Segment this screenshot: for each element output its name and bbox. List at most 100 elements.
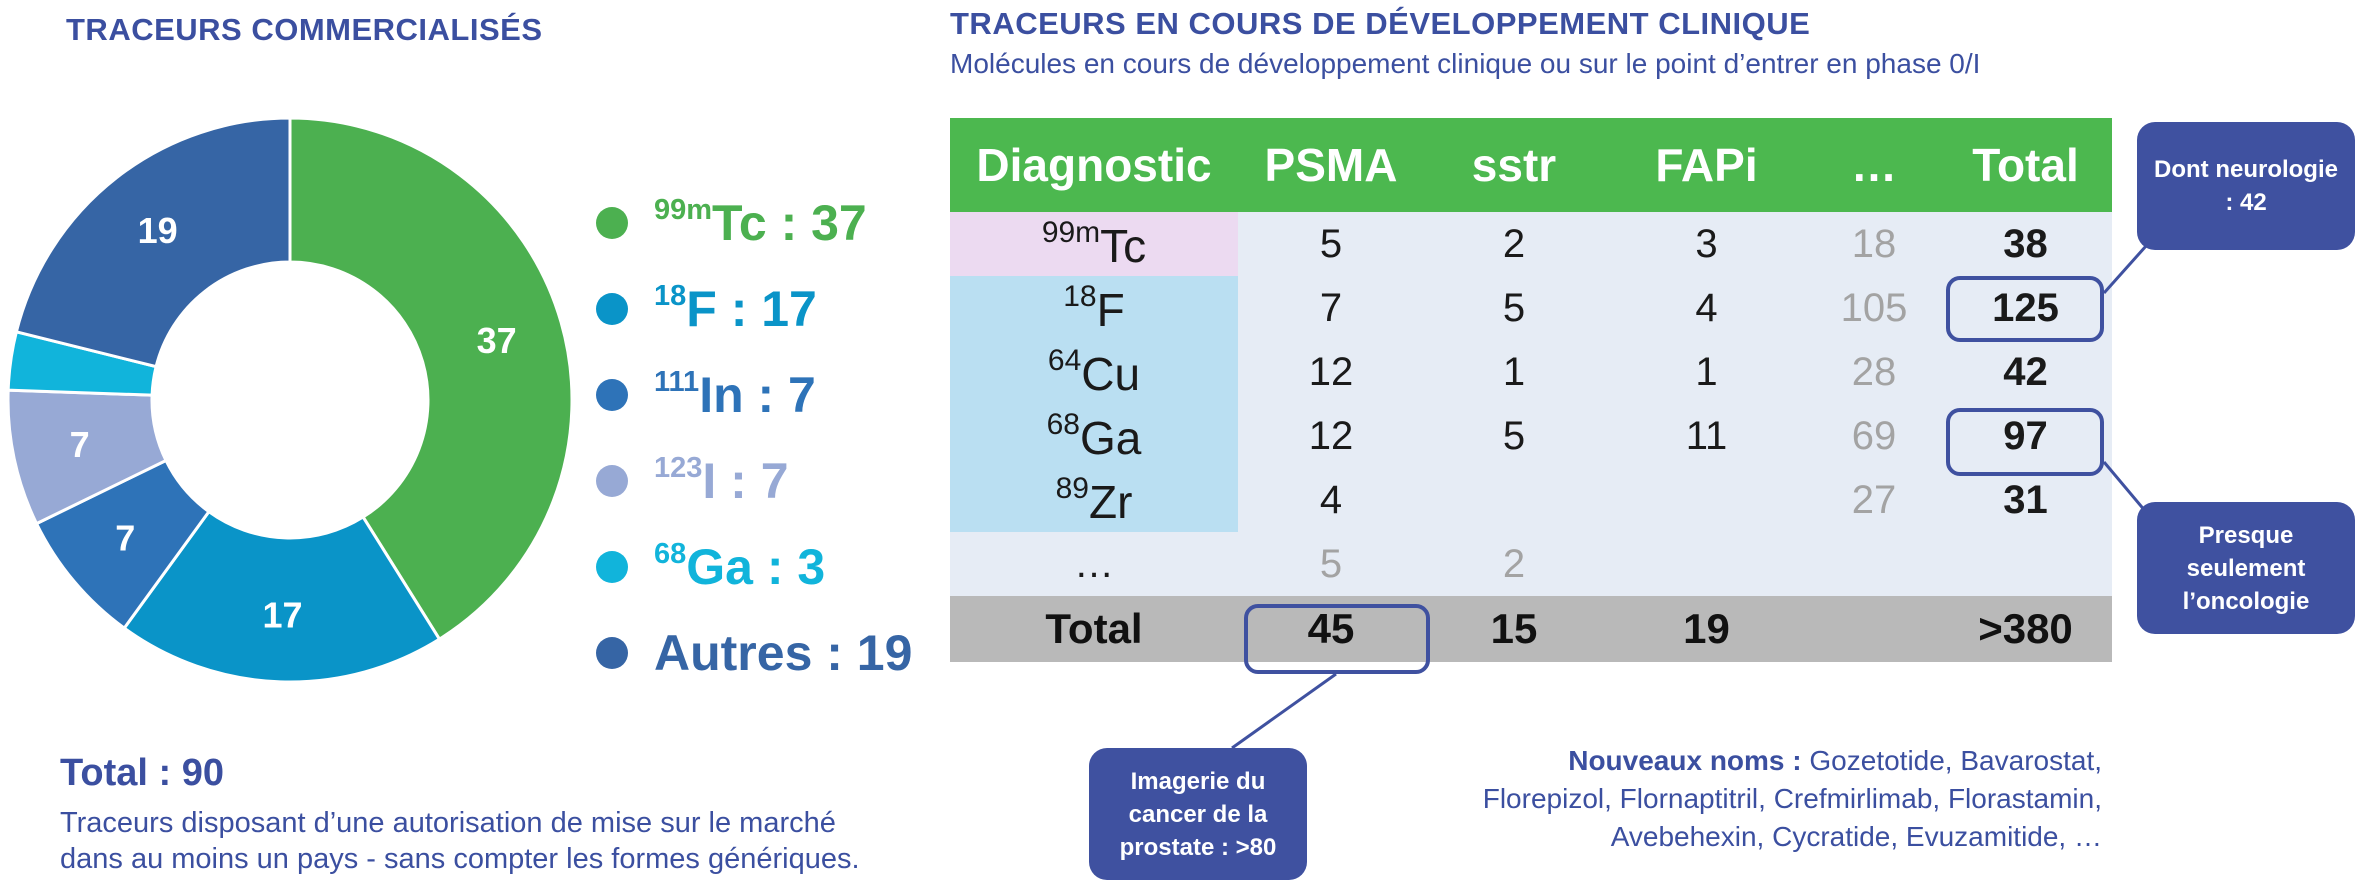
isotope-symbol: Zr (1088, 475, 1133, 528)
legend-label-text: Ga : 3 (686, 539, 826, 595)
isotope-mass: 18 (1063, 279, 1097, 313)
commercialised-description: Traceurs disposant d’une autorisation de… (60, 807, 860, 875)
isotope-mass: 99m (1041, 215, 1101, 249)
donut-chart: 37 17 7 7 19 (6, 116, 574, 684)
table-header-row: Diagnostic PSMA sstr FAPi … Total (950, 118, 2112, 212)
donut-data-label: 7 (115, 518, 135, 559)
legend-item: Autres : 19 (596, 618, 912, 688)
other-cell: 69 (1809, 404, 1939, 468)
connector-neurologie (2102, 245, 2148, 294)
isotope-cell: 64Cu (950, 340, 1238, 404)
connector-prostate (1231, 672, 1337, 750)
donut-data-label: 17 (262, 594, 302, 635)
psma-cell: 4 (1238, 468, 1424, 532)
legend-item: 123I : 7 (596, 446, 789, 516)
psma-cell: 5 (1238, 532, 1424, 596)
fapi-cell: 1 (1604, 340, 1809, 404)
legend-label: Autres : 19 (654, 624, 912, 682)
header-diagnostic: Diagnostic (950, 118, 1238, 212)
total-cell: 42 (1939, 340, 2112, 404)
other-cell: 18 (1809, 212, 1939, 276)
header-fapi: FAPi (1604, 118, 1809, 212)
table-row: 99mTc 5 2 3 18 38 (950, 212, 2112, 276)
legend-item: 99mTc : 37 (596, 188, 867, 258)
legend-label-text: Autres : 19 (654, 625, 913, 681)
sstr-cell: 5 (1424, 276, 1604, 340)
fapi-cell (1604, 532, 1809, 596)
isotope-symbol: Ga (1080, 411, 1142, 464)
isotope-mass: 89 (1055, 471, 1089, 505)
header-psma: PSMA (1238, 118, 1424, 212)
legend-dot (596, 379, 628, 411)
legend-label-text: Tc : 37 (712, 195, 867, 251)
legend-label-sup: 123 (654, 452, 703, 484)
legend-dot (596, 293, 628, 325)
donut-slice-tc (288, 116, 574, 642)
fapi-cell: 4 (1604, 276, 1809, 340)
total-cell: 97 (1939, 404, 2112, 468)
legend-label-text: I : 7 (702, 453, 789, 509)
new-names-list: Gozetotide, Bavarostat, Florepizol, Flor… (1482, 745, 2102, 852)
legend-label-sup: 99m (654, 194, 713, 226)
header-sstr: sstr (1424, 118, 1604, 212)
total-cell: 31 (1939, 468, 2112, 532)
isotope-cell: 18F (950, 276, 1238, 340)
legend-item: 18F : 17 (596, 274, 817, 344)
psma-cell: 7 (1238, 276, 1424, 340)
callout-prostate: Imagerie du cancer de la prostate : >80 (1089, 748, 1307, 880)
legend-label: 18F : 17 (654, 280, 817, 338)
table-total-row: Total 45 15 19 >380 (950, 596, 2112, 662)
total-cell (1939, 532, 2112, 596)
other-cell: 28 (1809, 340, 1939, 404)
new-names-note: Nouveaux noms : Gozetotide, Bavarostat, … (1440, 742, 2102, 856)
total-fapi: 19 (1604, 596, 1809, 662)
isotope-mass: 68 (1046, 407, 1080, 441)
legend-dot (596, 637, 628, 669)
highlight-box-18f-total (1946, 276, 2104, 342)
connector-oncologie (2102, 461, 2148, 513)
fapi-cell (1604, 468, 1809, 532)
table-row: 89Zr 4 27 31 (950, 468, 2112, 532)
legend-label-sup: 18 (654, 280, 687, 312)
header-other: … (1809, 118, 1939, 212)
isotope-cell: 68Ga (950, 404, 1238, 468)
new-names-label: Nouveaux noms : (1568, 745, 1802, 776)
legend-label: 123I : 7 (654, 452, 789, 510)
sstr-cell: 1 (1424, 340, 1604, 404)
legend-label-text: F : 17 (686, 281, 817, 337)
legend-label: 111In : 7 (654, 366, 816, 424)
isotope-symbol: Tc (1100, 219, 1147, 272)
isotope-mass: 64 (1047, 343, 1082, 377)
other-cell: 105 (1809, 276, 1939, 340)
fapi-cell: 11 (1604, 404, 1809, 468)
legend-label-text: In : 7 (699, 367, 816, 423)
sstr-cell (1424, 468, 1604, 532)
legend-item: 111In : 7 (596, 360, 816, 430)
other-cell (1809, 532, 1939, 596)
total-commercialised: Total : 90 (60, 752, 224, 794)
total-cell: 125 (1939, 276, 2112, 340)
legend-label: 99mTc : 37 (654, 194, 867, 252)
header-total: Total (1939, 118, 2112, 212)
donut-slice-autres (14, 116, 292, 369)
psma-cell: 5 (1238, 212, 1424, 276)
table-row-ellipsis: … 5 2 (950, 532, 2112, 596)
table-row: 18F 7 5 4 105 125 (950, 276, 2112, 340)
psma-cell: 12 (1238, 404, 1424, 468)
highlight-box-68ga-total (1946, 408, 2104, 476)
right-section-subtitle: Molécules en cours de développement clin… (950, 48, 1981, 79)
total-sstr: 15 (1424, 596, 1604, 662)
isotope-cell: 89Zr (950, 468, 1238, 532)
donut-slice-f (122, 509, 442, 684)
legend-dot (596, 465, 628, 497)
isotope-cell: 99mTc (950, 212, 1238, 276)
legend-dot (596, 207, 628, 239)
total-cell: 38 (1939, 212, 2112, 276)
sstr-cell: 5 (1424, 404, 1604, 468)
callout-neurologie: Dont neurologie : 42 (2137, 122, 2355, 250)
fapi-cell: 3 (1604, 212, 1809, 276)
psma-cell: 12 (1238, 340, 1424, 404)
donut-data-label: 37 (477, 320, 517, 361)
legend-item: 68Ga : 3 (596, 532, 825, 602)
